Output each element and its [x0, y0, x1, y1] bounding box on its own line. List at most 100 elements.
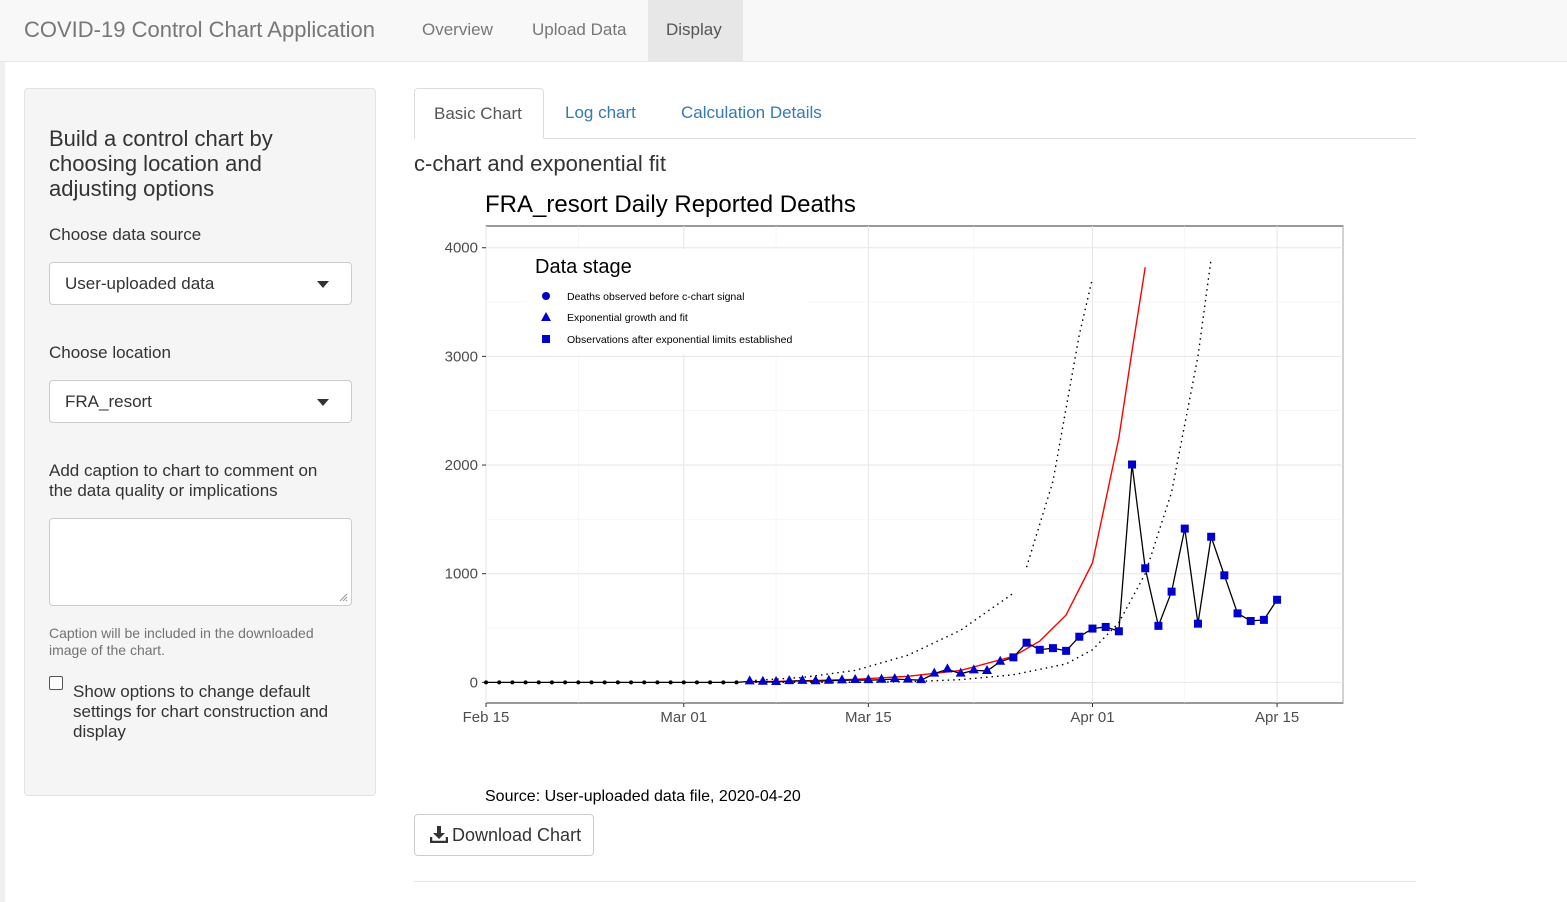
options-checkbox-label[interactable]: Show options to change default settings … — [73, 682, 329, 741]
data-point-square — [1220, 571, 1229, 580]
data-point-circle — [576, 680, 581, 685]
data-point-circle — [484, 680, 488, 685]
data-point-circle — [510, 680, 515, 685]
data-point-triangle — [995, 655, 1006, 665]
data-point-circle — [523, 680, 528, 685]
grid-lines — [485, 226, 1344, 703]
data-point-square — [1154, 621, 1163, 630]
data-point-triangle — [771, 676, 782, 686]
data-point-triangle — [876, 673, 887, 683]
chart-title: FRA_resort Daily Reported Deaths — [485, 191, 856, 218]
data-point-triangle — [850, 673, 861, 683]
data-point-square — [1101, 622, 1110, 631]
data-point-circle — [602, 680, 607, 685]
data-point-circle — [655, 680, 660, 685]
legend-entry-square: Observations after exponential limits es… — [567, 334, 792, 346]
data-point-square — [1128, 460, 1137, 469]
data-point-triangle — [744, 675, 755, 685]
data-point-triangle — [823, 674, 834, 684]
legend-entry-triangle: Exponential growth and fit — [567, 312, 688, 324]
y-tick-label: 3000 — [445, 348, 478, 365]
data-point-square — [1035, 645, 1044, 654]
data-point-triangle — [784, 675, 795, 685]
download-chart-button[interactable]: Download Chart — [414, 814, 594, 856]
y-axis-ticks: 0 1000 2000 3000 4000 — [445, 240, 486, 691]
legend-entry-circle: Deaths observed before c-chart signal — [567, 291, 744, 303]
location-value: FRA_resort — [65, 392, 152, 411]
data-point-circle — [615, 680, 620, 685]
data-point-square — [1273, 595, 1282, 604]
data-point-triangle — [889, 673, 900, 683]
x-tick-label: Apr 15 — [1255, 709, 1299, 726]
resize-grip-icon[interactable] — [338, 592, 348, 602]
data-point-triangle — [955, 667, 966, 677]
data-marks — [484, 460, 1282, 686]
location-label: Choose location — [49, 343, 171, 362]
data-point-square — [1259, 615, 1268, 624]
control-limit-line — [749, 592, 1014, 682]
data-point-square — [1062, 646, 1071, 655]
data-source-select[interactable]: User-uploaded data — [49, 262, 352, 305]
data-point-triangle — [916, 674, 927, 684]
tab-basic-chart[interactable]: Basic Chart — [414, 88, 544, 139]
chevron-down-icon — [317, 399, 329, 406]
data-point-triangle — [982, 664, 993, 674]
data-point-square — [1088, 624, 1097, 633]
control-chart: 0 1000 2000 3000 4000 Feb 15 Mar 01 Mar 15 Apr … — [445, 225, 1344, 726]
data-point-triangle — [942, 663, 953, 673]
data-point-triangle — [797, 674, 808, 684]
data-point-circle — [734, 680, 739, 685]
data-point-triangle — [863, 674, 874, 684]
app-title: COVID-19 Control Chart Application — [24, 17, 375, 42]
data-point-square — [1141, 564, 1150, 573]
data-point-square — [1114, 627, 1123, 636]
location-select[interactable]: FRA_resort — [49, 380, 352, 423]
x-tick-label: Apr 01 — [1070, 709, 1114, 726]
chevron-down-icon — [317, 281, 329, 288]
x-tick-label: Mar 15 — [845, 709, 892, 726]
x-axis-ticks: Feb 15 Mar 01 Mar 15 Apr 01 Apr 15 — [463, 703, 1299, 726]
y-tick-label: 2000 — [445, 457, 478, 474]
chart-section-title: c-chart and exponential fit — [414, 151, 666, 176]
sidebar-title: Build a control chart by choosing locati… — [49, 126, 273, 201]
legend-triangle-icon — [541, 312, 551, 321]
tab-calculation-details[interactable]: Calculation Details — [681, 103, 822, 122]
data-point-triangle — [757, 675, 768, 685]
caption-label: Add caption to chart to comment on the d… — [49, 461, 318, 500]
download-icon — [430, 826, 448, 843]
tab-log-chart[interactable]: Log chart — [565, 103, 636, 122]
download-chart-label: Download Chart — [452, 825, 582, 845]
legend-circle-icon — [542, 292, 550, 300]
chart-legend: Data stage Deaths observed before c-char… — [527, 249, 807, 354]
nav-upload-data[interactable]: Upload Data — [532, 20, 627, 39]
options-checkbox[interactable] — [49, 676, 63, 690]
data-point-circle — [497, 680, 502, 685]
data-point-circle — [694, 680, 699, 685]
legend-square-icon — [542, 335, 550, 343]
x-tick-label: Mar 01 — [660, 709, 707, 726]
y-tick-label: 1000 — [445, 566, 478, 583]
sidebar-panel: Build a control chart by choosing locati… — [24, 88, 376, 796]
data-point-square — [1075, 632, 1084, 641]
caption-help-text: Caption will be included in the download… — [49, 625, 314, 658]
data-point-circle — [629, 680, 634, 685]
data-point-circle — [642, 680, 647, 685]
data-point-circle — [708, 680, 713, 685]
nav-display[interactable]: Display — [648, 0, 743, 62]
data-point-triangle — [902, 673, 913, 683]
y-tick-label: 4000 — [445, 240, 478, 257]
nav-overview[interactable]: Overview — [422, 20, 493, 39]
data-point-square — [1180, 524, 1189, 533]
x-tick-label: Feb 15 — [463, 709, 510, 726]
data-point-square — [1048, 644, 1057, 653]
data-source-value: User-uploaded data — [65, 274, 215, 293]
data-point-square — [1167, 587, 1176, 596]
data-point-circle — [681, 680, 686, 685]
chart-tabs: Basic Chart Log chart Calculation Detail… — [414, 88, 1416, 139]
divider — [414, 881, 1416, 882]
exponential-fit-line — [749, 267, 1146, 683]
caption-textarea[interactable] — [49, 518, 352, 606]
data-point-triangle — [929, 667, 940, 677]
page-edge — [0, 62, 5, 902]
data-point-circle — [721, 680, 726, 685]
